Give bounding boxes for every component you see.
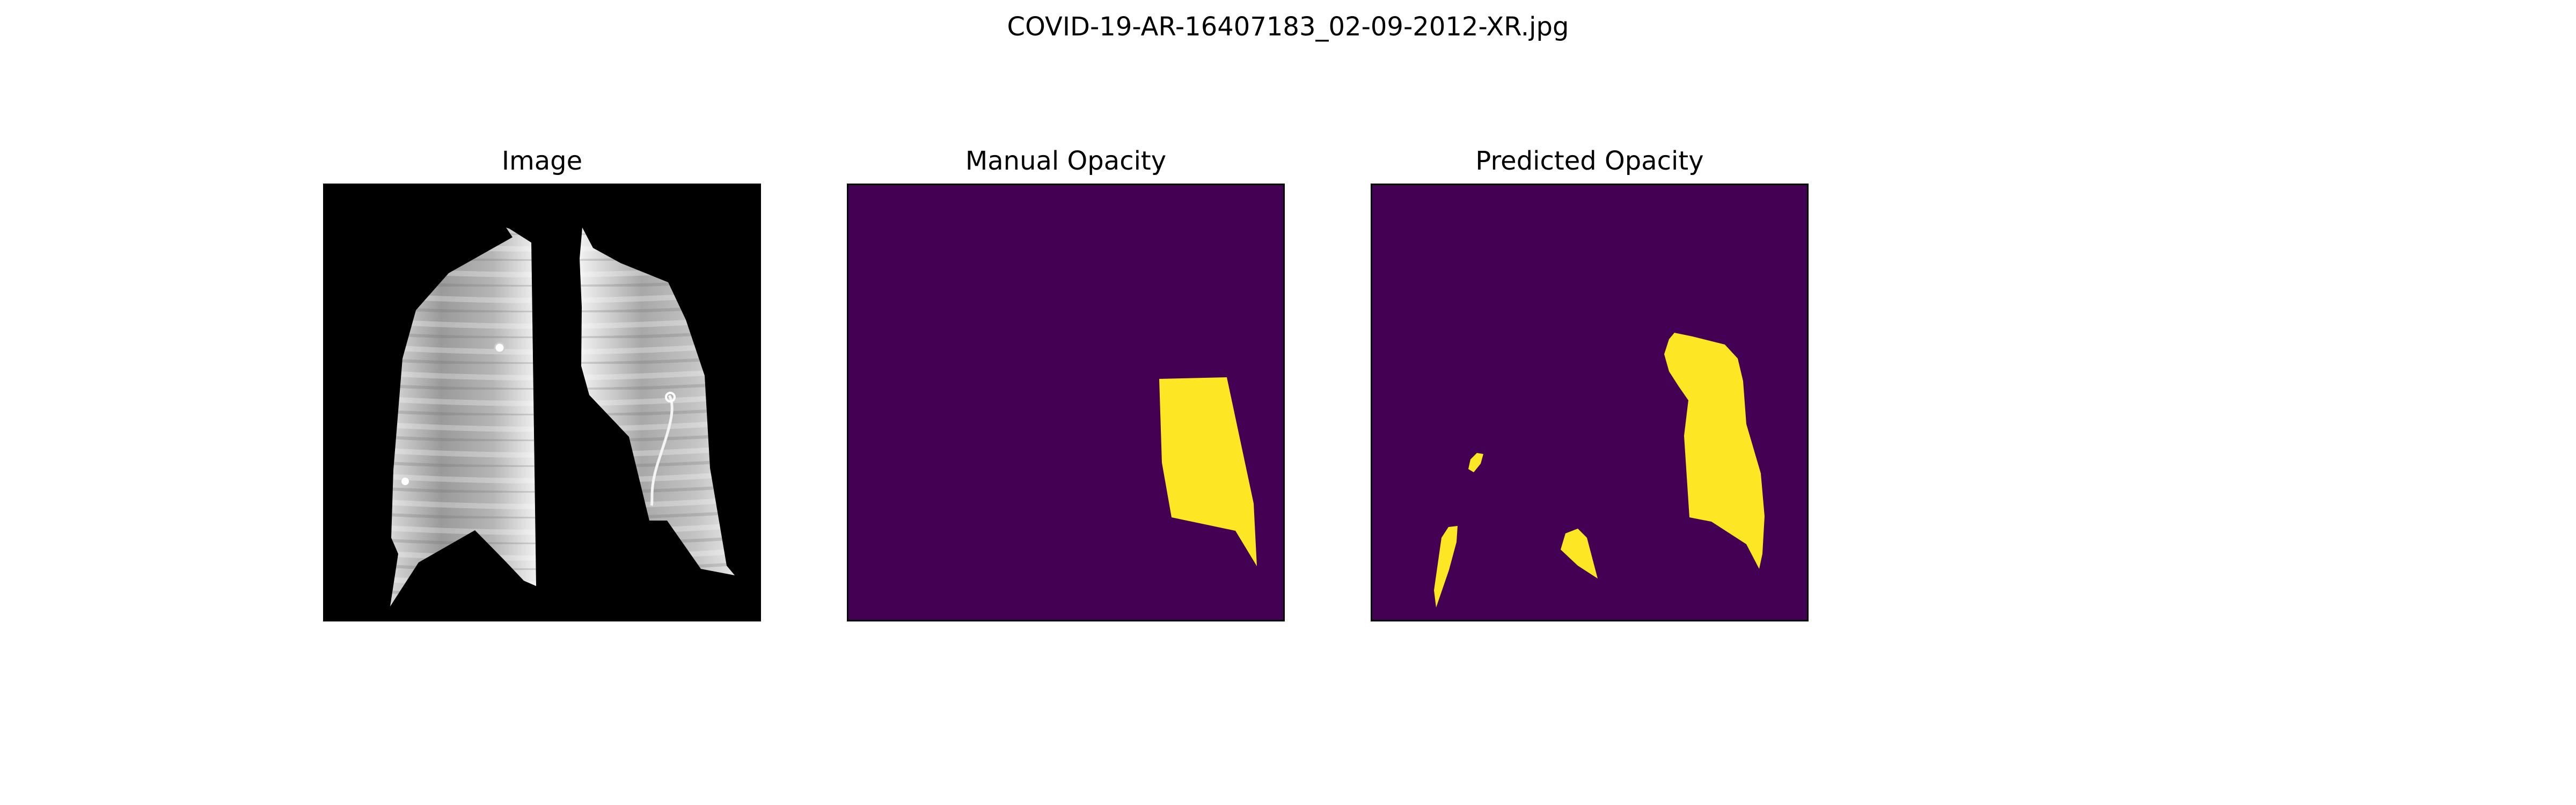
figure-title: COVID-19-AR-16407183_02-09-2012-XR.jpg bbox=[1007, 12, 1569, 42]
panel-title-manual: Manual Opacity bbox=[965, 146, 1167, 176]
predicted-opacity-region bbox=[1561, 529, 1598, 579]
manual-opacity-mask bbox=[847, 184, 1285, 621]
marker-dot bbox=[401, 478, 409, 485]
xray-image bbox=[323, 184, 761, 621]
predicted-mask-panel bbox=[1371, 184, 1809, 621]
marker-dot bbox=[494, 342, 506, 354]
marker-dot bbox=[665, 392, 676, 402]
panel-title-image: Image bbox=[501, 146, 583, 176]
predicted-opacity-region bbox=[1664, 333, 1765, 569]
manual-opacity-region bbox=[1159, 377, 1257, 566]
predicted-opacity-region bbox=[1434, 526, 1458, 608]
xray-image-panel bbox=[323, 184, 761, 621]
predicted-opacity-mask bbox=[1371, 184, 1809, 621]
predicted-opacity-region bbox=[1468, 453, 1483, 472]
panel-title-predicted: Predicted Opacity bbox=[1475, 146, 1704, 176]
manual-mask-panel bbox=[847, 184, 1285, 621]
lead-wire bbox=[650, 394, 674, 506]
